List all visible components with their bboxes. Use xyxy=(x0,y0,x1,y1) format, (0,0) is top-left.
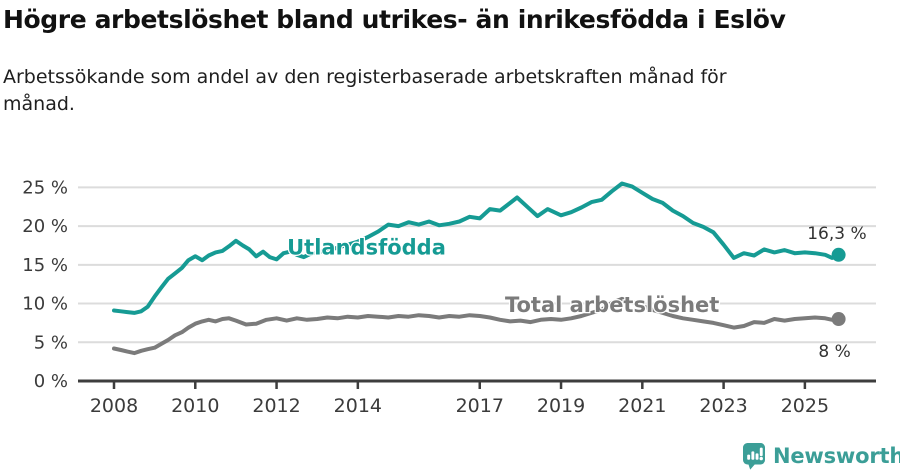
series-end-value-label-total-arbetsloshet: 8 % xyxy=(818,342,850,362)
y-tick-label: 20 % xyxy=(22,216,68,237)
newsworthy-logo[interactable]: Newsworthy xyxy=(742,441,900,471)
y-tick-label: 5 % xyxy=(34,332,68,353)
x-tick-label: 2012 xyxy=(252,395,300,417)
chart-subtitle: Arbetssökande som andel av den registerb… xyxy=(3,66,727,115)
series-end-dot-utlandsfodda xyxy=(831,247,846,262)
series-label-total-arbetsloshet: Total arbetslöshet xyxy=(505,293,719,317)
series-end-dot-total-arbetsloshet xyxy=(831,312,846,327)
page-title: Högre arbetslöshet bland utrikes- än inr… xyxy=(3,5,786,34)
series-label-utlandsfodda: Utlandsfödda xyxy=(287,235,446,259)
x-tick-label: 2014 xyxy=(334,395,382,417)
newsworthy-speech-bubble-bar-chart-icon xyxy=(742,442,766,470)
y-tick-label: 0 % xyxy=(34,371,68,392)
y-tick-label: 10 % xyxy=(22,294,68,315)
y-tick-label: 15 % xyxy=(22,255,68,276)
series-line-total-arbetsloshet xyxy=(112,296,841,356)
newsworthy-logo-text: Newsworthy xyxy=(773,444,900,468)
series-line-utlandsfodda xyxy=(112,181,841,315)
x-tick-label: 2010 xyxy=(171,395,219,417)
y-tick-label: 25 % xyxy=(22,177,68,198)
series-end-value-label-utlandsfodda: 16,3 % xyxy=(807,224,866,244)
x-tick-label: 2017 xyxy=(456,395,504,417)
x-tick-label: 2025 xyxy=(781,395,829,417)
x-tick-label: 2019 xyxy=(537,395,585,417)
x-tick-label: 2008 xyxy=(90,395,138,417)
x-tick-label: 2021 xyxy=(618,395,666,417)
x-tick-label: 2023 xyxy=(699,395,747,417)
